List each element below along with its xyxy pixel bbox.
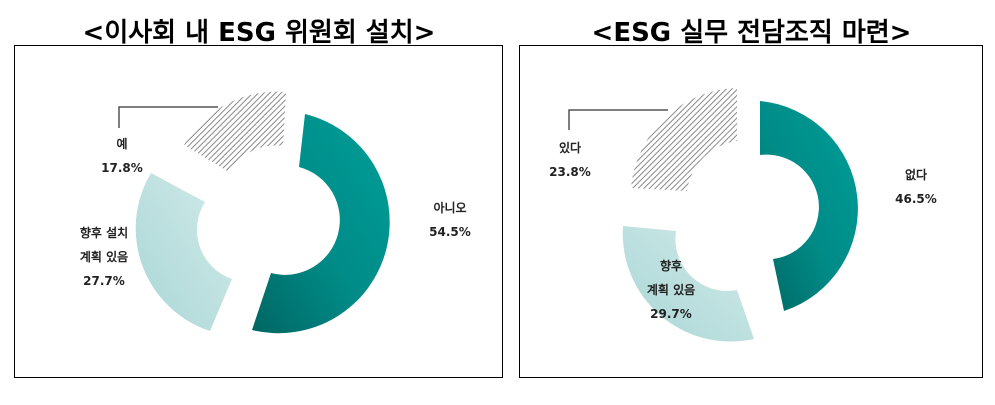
right-label-yes-name: 있다 — [558, 141, 582, 155]
left-slice-planned — [135, 173, 232, 331]
left-label-planned: 향후 설치 계획 있음 27.7% — [66, 221, 142, 293]
left-label-yes-value: 17.8% — [101, 161, 143, 175]
right-slice-no — [760, 101, 858, 311]
right-chart-title: <ESG 실무 전담조직 마련> — [591, 18, 912, 48]
left-leader-line — [118, 106, 218, 128]
left-label-planned-line1: 향후 설치 — [79, 226, 129, 240]
left-slice-no — [252, 114, 390, 334]
left-label-yes-name: 예 — [116, 137, 128, 151]
right-label-yes: 있다 23.8% — [548, 136, 592, 184]
right-label-planned-line1: 향후 — [659, 259, 683, 273]
left-label-no-name: 아니오 — [433, 201, 467, 215]
left-chart-title: <이사회 내 ESG 위원회 설치> — [82, 18, 436, 48]
left-donut — [118, 91, 390, 334]
right-chart-frame — [519, 45, 983, 378]
right-leader-line — [568, 109, 668, 130]
right-label-no-value: 46.5% — [895, 192, 937, 206]
left-slice-yes — [184, 91, 286, 172]
left-label-planned-value: 27.7% — [83, 274, 125, 288]
right-slice-yes — [631, 88, 737, 191]
right-label-no-name: 없다 — [904, 168, 928, 182]
left-label-planned-line2: 계획 있음 — [79, 250, 129, 264]
right-label-yes-value: 23.8% — [549, 165, 591, 179]
right-label-no: 없다 46.5% — [893, 163, 939, 211]
right-label-planned-line2: 계획 있음 — [646, 283, 696, 297]
right-label-planned: 향후 계획 있음 29.7% — [633, 254, 709, 326]
left-label-no-value: 54.5% — [429, 225, 471, 239]
right-donut — [568, 88, 858, 342]
left-label-yes: 예 17.8% — [100, 132, 144, 180]
right-label-planned-value: 29.7% — [650, 307, 692, 321]
left-label-no: 아니오 54.5% — [425, 196, 475, 244]
right-slice-planned — [622, 226, 754, 342]
